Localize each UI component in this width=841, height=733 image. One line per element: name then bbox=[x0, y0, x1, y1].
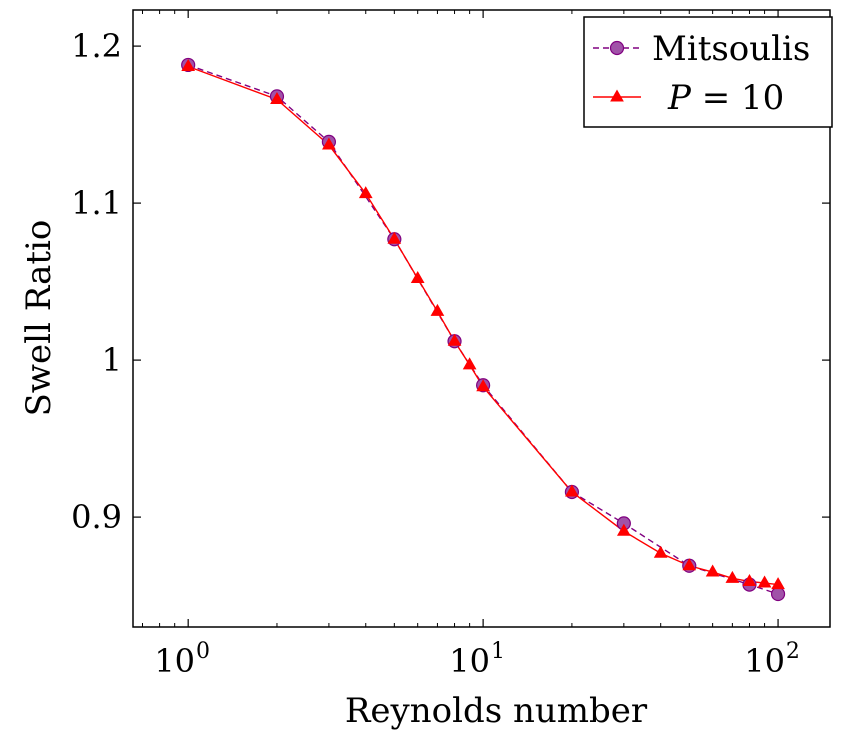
y-tick-label: 1.2 bbox=[71, 27, 122, 65]
y-axis-label: Swell Ratio bbox=[19, 220, 59, 417]
y-tick-label: 1 bbox=[102, 341, 122, 379]
legend: Mitsoulis P = 10 bbox=[584, 17, 832, 127]
x-tick-label: 101 bbox=[449, 639, 505, 680]
p10-point bbox=[412, 272, 424, 283]
p10-point bbox=[759, 577, 771, 588]
x-tick-base: 10 bbox=[744, 642, 785, 680]
legend-p10-rest: = 10 bbox=[691, 78, 784, 118]
series-mitsoulis-line bbox=[188, 65, 778, 594]
legend-p10-var: P bbox=[667, 78, 692, 118]
legend-mitsoulis-marker bbox=[611, 42, 624, 55]
p10-point bbox=[431, 305, 443, 316]
mitsoulis-point bbox=[772, 588, 785, 601]
p10-point bbox=[772, 578, 784, 589]
series-p10-line bbox=[188, 67, 778, 585]
y-tick-label: 1.1 bbox=[71, 184, 122, 222]
legend-mitsoulis-label: Mitsoulis bbox=[652, 29, 810, 69]
p10-point bbox=[655, 547, 667, 558]
p10-point bbox=[464, 358, 476, 369]
x-tick-exponent: 2 bbox=[786, 639, 800, 664]
legend-p10-label: P = 10 bbox=[667, 78, 784, 118]
x-tick-exponent: 1 bbox=[491, 639, 505, 664]
x-tick-base: 10 bbox=[449, 642, 490, 680]
y-tick-label: 0.9 bbox=[71, 498, 122, 536]
x-tick-base: 10 bbox=[154, 642, 195, 680]
x-tick-exponent: 0 bbox=[196, 639, 210, 664]
x-tick-label: 100 bbox=[154, 639, 210, 680]
x-tick-label: 102 bbox=[744, 639, 800, 680]
x-axis-label: Reynolds number bbox=[345, 691, 648, 731]
series-layer bbox=[182, 58, 785, 600]
